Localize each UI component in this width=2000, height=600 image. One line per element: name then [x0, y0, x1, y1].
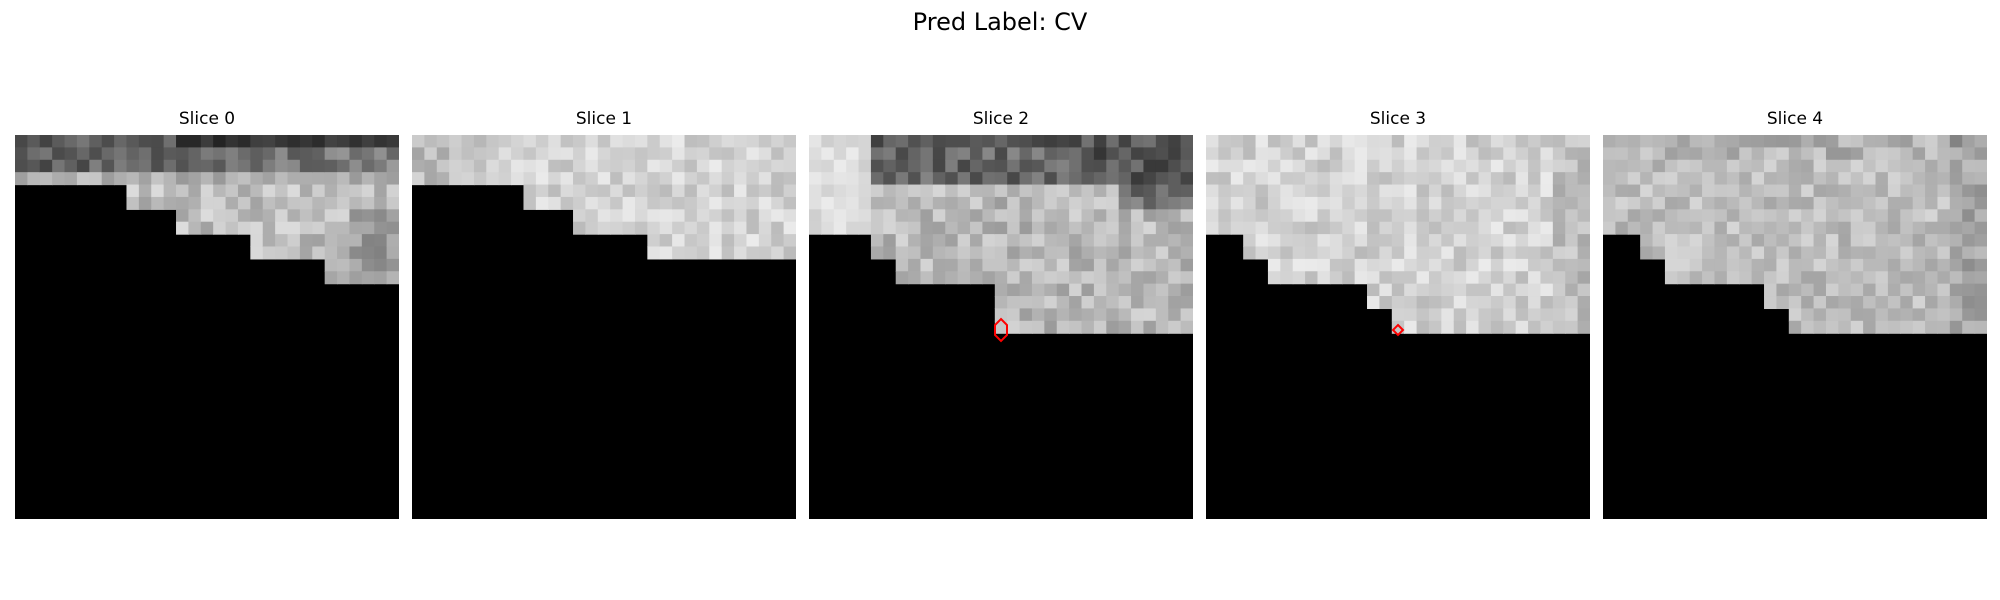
- slice-image-2: [809, 135, 1193, 519]
- figure-title: Pred Label: CV: [912, 8, 1088, 36]
- slice-image-0: [15, 135, 399, 519]
- slice-title-2: Slice 2: [972, 109, 1030, 129]
- slice-panel-3: Slice 3: [1206, 108, 1590, 519]
- slice-image-3: [1206, 135, 1590, 519]
- slice-pixel-grid: [1603, 135, 1987, 334]
- slice-pixel-grid: [1206, 135, 1590, 334]
- slice-image-4: [1603, 135, 1987, 519]
- slice-pixel-grid: [412, 135, 796, 260]
- slice-title-4: Slice 4: [1766, 109, 1824, 129]
- annotation-contour-marker: [994, 317, 1008, 343]
- slice-title-3: Slice 3: [1369, 109, 1427, 129]
- slice-panel-4: Slice 4: [1603, 108, 1987, 519]
- slice-title-0: Slice 0: [178, 109, 236, 129]
- slice-panel-1: Slice 1: [412, 108, 796, 519]
- slice-image-1: [412, 135, 796, 519]
- annotation-contour-marker: [1391, 323, 1405, 337]
- slice-pixel-grid: [809, 135, 1193, 334]
- slice-title-1: Slice 1: [575, 109, 633, 129]
- slice-panel-2: Slice 2: [809, 108, 1193, 519]
- slice-pixel-grid: [15, 135, 399, 285]
- slice-panel-0: Slice 0: [15, 108, 399, 519]
